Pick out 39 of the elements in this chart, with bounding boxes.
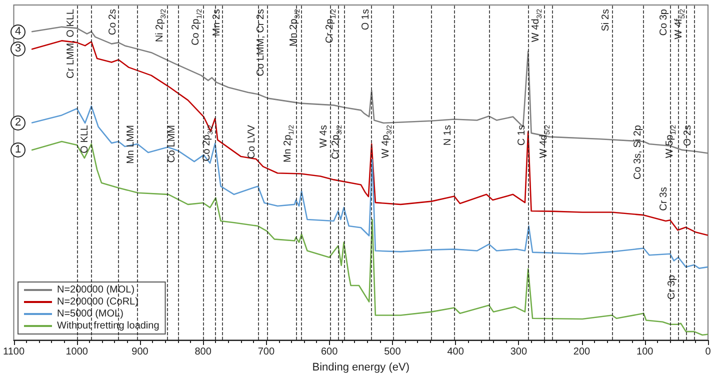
x-tick-label: 500 — [384, 346, 402, 358]
annotation: 2 — [10, 115, 26, 130]
x-tick-label: 900 — [132, 346, 149, 358]
ref-line-label: Si 2s — [600, 9, 612, 32]
annotation: Cr 3p — [666, 274, 678, 299]
ref-line-label: Mn LMM — [126, 125, 137, 164]
ref-line-label: Mn 2s — [211, 9, 222, 36]
ref-line-label: N 1s — [442, 125, 454, 146]
x-tick-label: 100 — [636, 346, 654, 358]
x-axis-title: Binding energy (eV) — [312, 362, 410, 374]
x-tick-label: 400 — [447, 346, 464, 358]
x-tick-label: 300 — [510, 346, 528, 358]
x-tick-label: 1000 — [66, 346, 88, 358]
ref-line-label: Co LMM, Cr 2s — [255, 9, 266, 76]
annotation: 1 — [10, 142, 26, 158]
ref-line-label: C 1s — [516, 125, 528, 146]
legend-label: N=200000 (CoRL) — [57, 296, 138, 308]
x-tick-label: 700 — [258, 346, 275, 358]
ref-line-label: O 1s — [360, 9, 372, 30]
x-tick-label: 0 — [705, 346, 712, 358]
x-tick-label: 600 — [320, 346, 338, 358]
annotation: 4 — [10, 24, 26, 40]
annotation: Cr 3s — [658, 187, 670, 212]
x-tick-label: 200 — [573, 346, 591, 358]
annotation: 3 — [10, 42, 26, 57]
ref-line-label: O KLL — [80, 125, 91, 154]
ref-line-label: Cr LMM, O KLL — [65, 9, 76, 78]
ref-line-label: Co 3s, Si 2p — [632, 125, 644, 180]
legend-label: N=5000 (MOL) — [57, 308, 124, 320]
ref-line-label: Co LVV — [246, 125, 258, 159]
ref-line-label: O 2s — [682, 125, 694, 146]
ref-line-label: Co 3p — [658, 9, 670, 36]
ref-line-label: Co LMM — [166, 125, 178, 163]
ref-line-label: Co 2s — [107, 9, 118, 36]
ref-line-label: W 4s — [318, 125, 330, 148]
legend-label: Without fretting loading — [57, 320, 160, 332]
legend-label: N=200000 (MOL) — [57, 284, 135, 296]
x-tick-label: 1100 — [2, 346, 25, 358]
x-tick-label: 800 — [194, 346, 212, 358]
